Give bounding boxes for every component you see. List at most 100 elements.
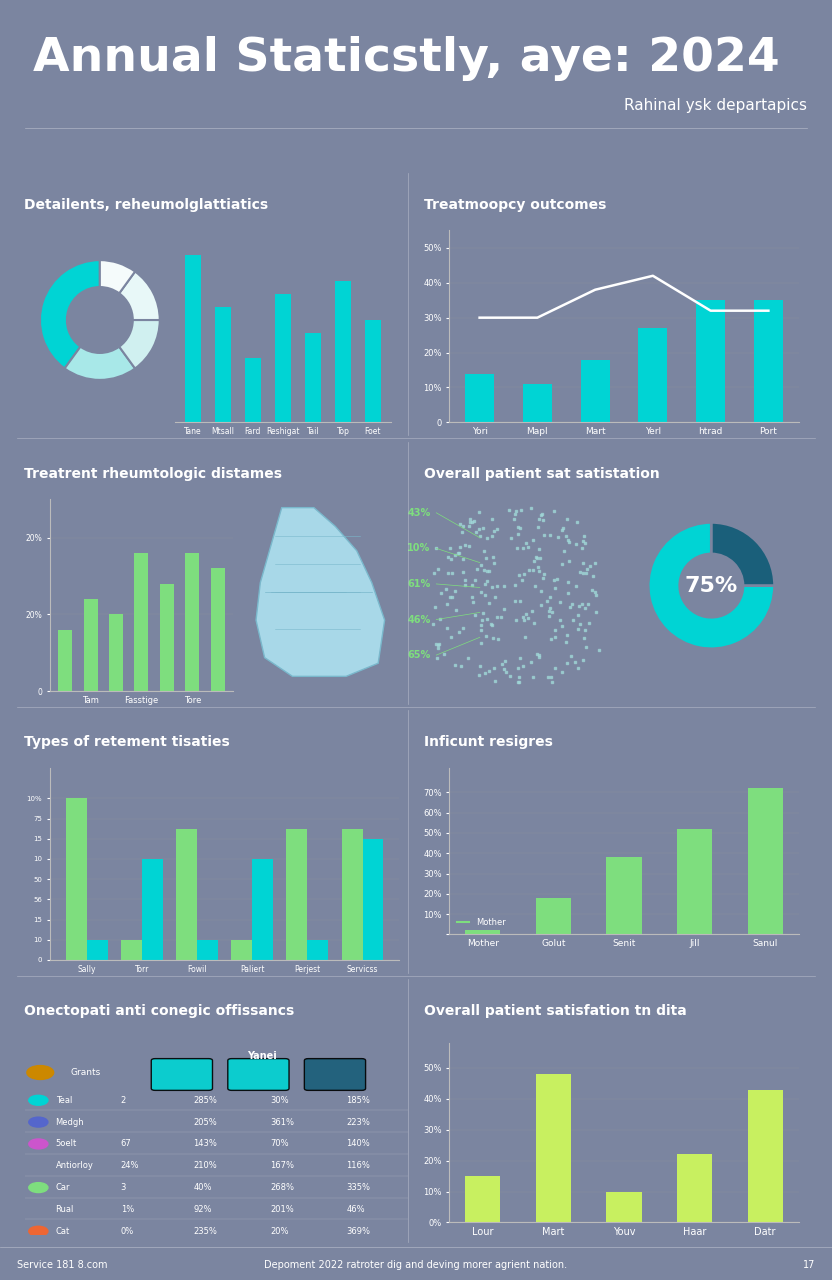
Point: [431, 648, 444, 668]
Point: [575, 538, 588, 558]
Point: [577, 526, 590, 547]
Point: [428, 598, 442, 618]
Text: 10%: 10%: [408, 544, 430, 553]
Point: [525, 498, 538, 518]
Bar: [286, 828, 307, 960]
Text: 40%: 40%: [193, 1183, 212, 1192]
Point: [513, 517, 527, 538]
Text: 20%: 20%: [270, 1226, 289, 1235]
Polygon shape: [256, 508, 384, 676]
Point: [577, 563, 590, 584]
Bar: [84, 599, 97, 691]
Point: [466, 588, 479, 608]
Point: [458, 570, 471, 590]
Point: [485, 577, 498, 598]
Point: [532, 557, 545, 577]
Text: 369%: 369%: [346, 1226, 370, 1235]
Wedge shape: [65, 347, 135, 380]
Point: [433, 609, 447, 630]
Point: [590, 602, 603, 622]
Point: [474, 620, 488, 640]
Text: 285%: 285%: [193, 1096, 217, 1105]
Bar: [215, 307, 231, 422]
Point: [579, 598, 592, 618]
Text: 24%: 24%: [121, 1161, 139, 1170]
Bar: [536, 1074, 571, 1222]
Point: [592, 640, 606, 660]
Point: [561, 508, 574, 529]
Point: [445, 588, 458, 608]
Point: [532, 645, 545, 666]
Point: [473, 520, 486, 540]
Point: [565, 594, 578, 614]
Point: [510, 538, 523, 558]
Point: [516, 570, 529, 590]
Circle shape: [29, 1226, 48, 1236]
Point: [456, 562, 469, 582]
Point: [530, 644, 543, 664]
Text: 92%: 92%: [193, 1204, 212, 1213]
Point: [443, 538, 457, 558]
Point: [535, 503, 548, 524]
Point: [433, 634, 446, 654]
Point: [458, 535, 471, 556]
Point: [441, 547, 454, 567]
Text: 1%: 1%: [121, 1204, 134, 1213]
Point: [478, 663, 492, 684]
Bar: [536, 897, 571, 934]
Point: [525, 600, 538, 621]
Point: [521, 608, 534, 628]
Point: [547, 502, 561, 522]
Point: [453, 515, 467, 535]
Point: [438, 644, 451, 664]
Point: [463, 512, 477, 532]
Point: [458, 575, 472, 595]
Point: [588, 581, 602, 602]
Point: [543, 588, 557, 608]
Text: 201%: 201%: [270, 1204, 294, 1213]
Point: [581, 558, 594, 579]
Point: [532, 509, 546, 530]
Text: Rahinal ysk departapics: Rahinal ysk departapics: [624, 97, 807, 113]
Text: 75%: 75%: [685, 576, 738, 595]
Point: [562, 531, 575, 552]
Point: [497, 576, 510, 596]
Bar: [135, 553, 148, 691]
Point: [529, 547, 542, 567]
Point: [456, 548, 469, 568]
Point: [498, 599, 511, 620]
Bar: [638, 328, 667, 422]
Point: [487, 627, 500, 648]
Point: [571, 512, 584, 532]
Point: [563, 596, 577, 617]
Bar: [185, 256, 201, 422]
Point: [483, 593, 496, 613]
Point: [480, 527, 493, 548]
Point: [577, 649, 590, 669]
Point: [480, 571, 493, 591]
Circle shape: [27, 1065, 53, 1079]
Bar: [66, 799, 87, 960]
Point: [508, 508, 521, 529]
Point: [549, 577, 562, 598]
Point: [586, 580, 599, 600]
Point: [441, 594, 454, 614]
Point: [519, 604, 532, 625]
Point: [480, 609, 493, 630]
FancyBboxPatch shape: [228, 1059, 289, 1091]
Point: [510, 500, 523, 521]
Bar: [245, 358, 261, 422]
Point: [445, 563, 458, 584]
Text: 3: 3: [121, 1183, 126, 1192]
Point: [474, 632, 488, 653]
Wedge shape: [40, 260, 100, 369]
Point: [452, 622, 465, 643]
Point: [532, 516, 545, 536]
Text: 143%: 143%: [193, 1139, 217, 1148]
Point: [474, 614, 488, 635]
Bar: [305, 333, 321, 422]
Bar: [465, 931, 501, 934]
Point: [577, 531, 590, 552]
Point: [478, 585, 492, 605]
Bar: [252, 859, 273, 960]
